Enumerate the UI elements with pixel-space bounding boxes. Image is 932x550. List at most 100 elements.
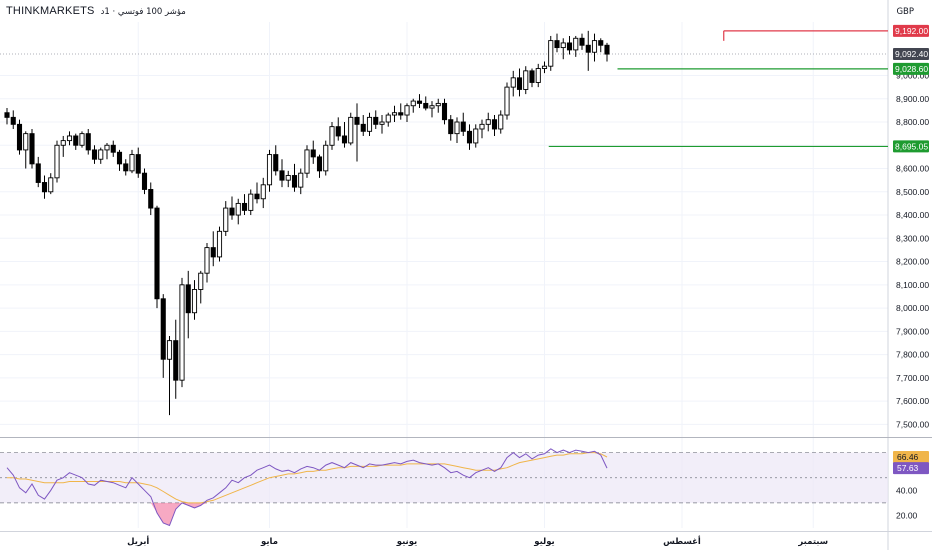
candle [523, 66, 529, 95]
candle [354, 103, 360, 162]
candle-body-up [179, 284, 185, 381]
candle [160, 294, 166, 378]
candle [448, 115, 454, 141]
candle-body-down [110, 144, 116, 153]
price-tick-label: 9,000.00 [896, 70, 929, 80]
candle-body-down [10, 116, 16, 125]
candle [504, 82, 510, 120]
rsi-ma-value-tag [893, 451, 929, 464]
candle [191, 280, 198, 320]
price-tick-label: 8,300.00 [896, 233, 929, 243]
price-tick-label: 7,900.00 [896, 326, 929, 336]
candle [16, 119, 23, 155]
candle-body-up [535, 68, 541, 83]
candle-body-down [241, 202, 248, 211]
candle [48, 173, 54, 195]
candle [435, 98, 441, 113]
candle [579, 33, 585, 50]
candle-body-up [235, 202, 241, 216]
candle [166, 335, 173, 416]
candle [110, 140, 116, 157]
candle-body-down [491, 119, 498, 130]
month-label: يونيو [396, 537, 418, 547]
candle [404, 103, 410, 123]
rsi-line [6, 448, 608, 527]
price-tick-label: 8,100.00 [896, 280, 929, 290]
candle [266, 149, 273, 192]
candle [298, 168, 304, 195]
candle-body-up [216, 230, 223, 258]
candle-body-down [335, 126, 341, 137]
candle [385, 112, 391, 127]
candle [273, 145, 279, 176]
candle-body-down [141, 172, 148, 190]
candle [91, 145, 98, 164]
price-tick-label: 8,500.00 [896, 187, 929, 197]
candle-body-down [398, 112, 404, 116]
candle-body-down [41, 182, 48, 193]
candle-body-up [404, 105, 410, 116]
candle-body-up [198, 272, 204, 290]
candle-body-up [266, 154, 273, 186]
candle-body-up [204, 247, 210, 274]
candle-body-up [504, 86, 510, 116]
price-tick-label: 8,000.00 [896, 303, 929, 313]
rsi-value-tag [893, 462, 929, 475]
candle [229, 196, 235, 220]
candle [460, 112, 466, 136]
candle [454, 117, 460, 143]
candle-body-down [598, 40, 604, 46]
candle [310, 140, 316, 164]
candle [423, 96, 429, 111]
candle-body-up [60, 140, 66, 146]
candle [210, 231, 216, 267]
candle-body-up [410, 100, 416, 107]
candle [335, 117, 341, 141]
candle [329, 122, 335, 150]
candle [54, 140, 60, 183]
candle [104, 142, 110, 160]
candle [79, 131, 85, 148]
symbol-label[interactable]: THINKMARKETS [6, 5, 95, 17]
candle-body-up [166, 340, 173, 360]
candle-body-down [341, 135, 348, 144]
candle [173, 319, 179, 399]
candle-body-up [298, 172, 304, 188]
candle-body-up [98, 149, 104, 160]
candle-body-down [516, 77, 523, 90]
price-level-tag [893, 24, 929, 37]
month-label: سبتمبر [797, 537, 828, 547]
last-price-label: 9,092.40 [895, 49, 928, 59]
candle-body-down [441, 102, 448, 121]
candle [491, 115, 498, 136]
candle [479, 119, 485, 139]
candle [585, 30, 591, 71]
candle-body-up [54, 144, 60, 179]
candle [185, 270, 191, 339]
candle [248, 189, 254, 216]
candle [541, 61, 548, 74]
candle-body-down [354, 116, 360, 125]
candle [73, 133, 79, 150]
candle-body-up [191, 289, 198, 314]
candle [123, 159, 129, 176]
candle-body-down [316, 156, 323, 172]
candle [323, 140, 329, 176]
candle-body-down [466, 130, 473, 144]
candle-body-down [273, 154, 279, 172]
candle-body-down [85, 133, 91, 151]
candle-body-down [135, 154, 141, 174]
month-label: مايو [260, 537, 278, 547]
candle [373, 110, 379, 129]
price-tick-label: 7,500.00 [896, 419, 929, 429]
candle-body-up [348, 116, 354, 144]
symbol-subtitle: مؤشر 100 فوتسي · 1د [100, 7, 186, 17]
candle-body-down [529, 70, 535, 83]
rsi-tick-label: 40.00 [896, 485, 918, 495]
candle-body-down [91, 149, 98, 160]
candle-body-down [73, 135, 79, 146]
candle [279, 159, 285, 188]
candle [23, 131, 29, 169]
candle [441, 98, 448, 125]
